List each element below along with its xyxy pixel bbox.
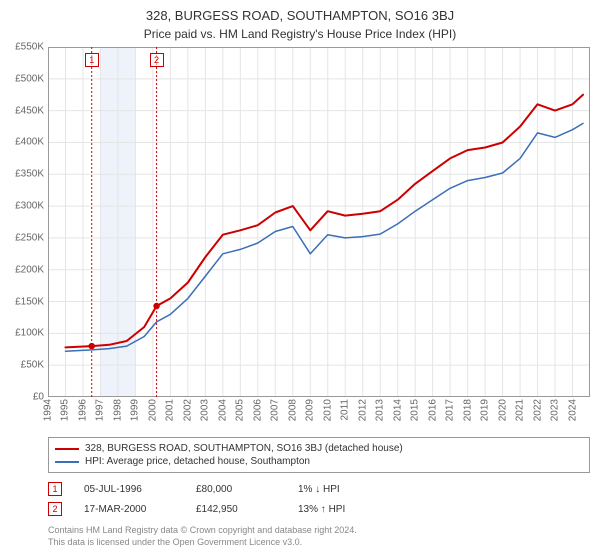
y-tick-label: £250K bbox=[15, 232, 48, 243]
x-tick-label: 2023 bbox=[550, 399, 561, 421]
legend-item: 328, BURGESS ROAD, SOUTHAMPTON, SO16 3BJ… bbox=[55, 442, 583, 455]
x-tick-label: 2019 bbox=[480, 399, 491, 421]
transaction-marker-icon: 1 bbox=[48, 482, 62, 496]
page-subtitle: Price paid vs. HM Land Registry's House … bbox=[0, 23, 600, 47]
x-tick-label: 1998 bbox=[112, 399, 123, 421]
legend-label: HPI: Average price, detached house, Sout… bbox=[85, 456, 310, 467]
x-tick-label: 1995 bbox=[60, 399, 71, 421]
x-tick-label: 2006 bbox=[252, 399, 263, 421]
transaction-row: 2 17-MAR-2000 £142,950 13% ↑ HPI bbox=[48, 499, 590, 519]
x-tick-label: 1999 bbox=[130, 399, 141, 421]
transaction-delta: 1% ↓ HPI bbox=[298, 484, 388, 495]
y-tick-label: £550K bbox=[15, 42, 48, 53]
footer-line-2: This data is licensed under the Open Gov… bbox=[48, 537, 590, 549]
legend-swatch bbox=[55, 461, 79, 463]
chart: £0£50K£100K£150K£200K£250K£300K£350K£400… bbox=[48, 47, 590, 397]
y-tick-label: £500K bbox=[15, 73, 48, 84]
footer-attribution: Contains HM Land Registry data © Crown c… bbox=[48, 525, 590, 548]
x-tick-label: 2002 bbox=[182, 399, 193, 421]
y-tick-label: £350K bbox=[15, 169, 48, 180]
y-tick-label: £50K bbox=[21, 360, 48, 371]
x-tick-label: 2022 bbox=[532, 399, 543, 421]
x-axis: 1994199519961997199819992000200120022003… bbox=[48, 397, 590, 431]
y-tick-label: £300K bbox=[15, 201, 48, 212]
transaction-row: 1 05-JUL-1996 £80,000 1% ↓ HPI bbox=[48, 479, 590, 499]
y-tick-label: £150K bbox=[15, 296, 48, 307]
transaction-date: 05-JUL-1996 bbox=[84, 484, 174, 495]
x-tick-label: 1994 bbox=[43, 399, 54, 421]
transaction-marker-icon: 2 bbox=[48, 502, 62, 516]
legend-label: 328, BURGESS ROAD, SOUTHAMPTON, SO16 3BJ… bbox=[85, 443, 403, 454]
x-tick-label: 2000 bbox=[147, 399, 158, 421]
y-tick-label: £450K bbox=[15, 105, 48, 116]
x-tick-label: 2024 bbox=[567, 399, 578, 421]
x-tick-label: 2015 bbox=[410, 399, 421, 421]
x-tick-label: 2011 bbox=[340, 399, 351, 421]
x-tick-label: 2017 bbox=[445, 399, 456, 421]
legend: 328, BURGESS ROAD, SOUTHAMPTON, SO16 3BJ… bbox=[48, 437, 590, 473]
x-tick-label: 2013 bbox=[375, 399, 386, 421]
page-title: 328, BURGESS ROAD, SOUTHAMPTON, SO16 3BJ bbox=[0, 0, 600, 23]
transaction-price: £80,000 bbox=[196, 484, 276, 495]
x-tick-label: 2004 bbox=[217, 399, 228, 421]
transaction-date: 17-MAR-2000 bbox=[84, 504, 174, 515]
x-tick-label: 2010 bbox=[322, 399, 333, 421]
legend-swatch bbox=[55, 448, 79, 450]
x-tick-label: 2009 bbox=[305, 399, 316, 421]
y-tick-label: £200K bbox=[15, 264, 48, 275]
x-tick-label: 2020 bbox=[497, 399, 508, 421]
y-tick-label: £100K bbox=[15, 328, 48, 339]
x-tick-label: 1996 bbox=[77, 399, 88, 421]
x-tick-label: 2001 bbox=[165, 399, 176, 421]
x-tick-label: 2012 bbox=[357, 399, 368, 421]
x-tick-label: 2007 bbox=[270, 399, 281, 421]
x-tick-label: 1997 bbox=[95, 399, 106, 421]
transactions-table: 1 05-JUL-1996 £80,000 1% ↓ HPI 2 17-MAR-2000 £… bbox=[48, 479, 590, 519]
y-tick-label: £400K bbox=[15, 137, 48, 148]
transaction-price: £142,950 bbox=[196, 504, 276, 515]
x-tick-label: 2021 bbox=[515, 399, 526, 421]
footer-line-1: Contains HM Land Registry data © Crown c… bbox=[48, 525, 590, 537]
x-tick-label: 2003 bbox=[200, 399, 211, 421]
legend-item: HPI: Average price, detached house, Sout… bbox=[55, 455, 583, 468]
transaction-marker: 1 bbox=[85, 53, 99, 67]
x-tick-label: 2014 bbox=[392, 399, 403, 421]
chart-svg bbox=[48, 47, 590, 397]
x-tick-label: 2008 bbox=[287, 399, 298, 421]
transaction-delta: 13% ↑ HPI bbox=[298, 504, 388, 515]
transaction-marker: 2 bbox=[150, 53, 164, 67]
x-tick-label: 2018 bbox=[462, 399, 473, 421]
x-tick-label: 2016 bbox=[427, 399, 438, 421]
x-tick-label: 2005 bbox=[235, 399, 246, 421]
